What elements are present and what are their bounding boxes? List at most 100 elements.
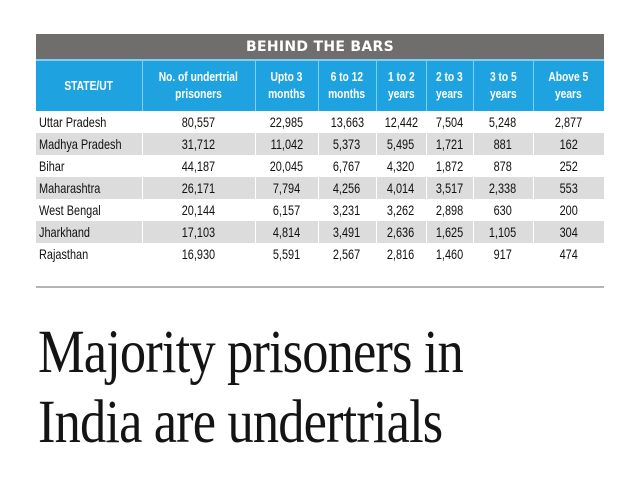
value-cell: 5,495 [375,133,426,155]
column-header-1-to-2-years: 1 to 2 years [375,59,426,111]
column-header-state: STATE/UT [36,59,142,111]
value-cell: 304 [532,221,604,243]
cell-value: 7,794 [272,180,301,196]
cell-value: 2,816 [387,246,415,262]
cell-value: 4,320 [387,158,415,174]
value-cell: 553 [532,177,604,199]
value-cell: 2,636 [375,221,426,243]
cell-value: 3,262 [387,202,415,218]
cell-value: 2,636 [387,224,415,240]
cell-value: 12,442 [384,114,418,130]
column-header-above-5-years: Above 5 years [532,59,604,111]
column-header-undertrial-prisoners: No. of undertrial prisoners [141,59,255,111]
cell-value: 3,491 [333,224,361,240]
value-cell: 4,256 [317,177,376,199]
headline-line-2: India are undertrials [38,389,443,456]
value-cell: 5,248 [472,111,533,133]
cell-value: 5,591 [272,246,301,262]
cell-value: 80,557 [181,114,216,130]
table-row: Maharashtra 26,171 7,794 4,256 4,014 3,517 2,3… [36,177,604,199]
headline: Majority prisoners in India are undertri… [38,318,618,458]
value-cell: 2,338 [472,177,533,199]
cell-value: 3,231 [333,202,361,218]
table-row: Madhya Pradesh 31,712 11,042 5,373 5,495 1,72… [36,133,604,155]
column-header-label: years [555,87,583,101]
cell-value: 6,767 [333,158,361,174]
cell-value: 13,663 [330,114,364,130]
value-cell: 80,557 [141,111,255,133]
value-cell: 4,814 [254,221,318,243]
cell-value: 2,898 [435,202,464,218]
table-row: Jharkhand 17,103 4,814 3,491 2,636 1,625 1,105… [36,221,604,243]
value-cell: 1,625 [425,221,473,243]
column-header-label: Above 5 [548,70,589,84]
value-cell: 1,460 [425,243,473,265]
value-cell: 2,898 [425,199,473,221]
cell-value: 917 [493,246,513,262]
state-name: Maharashtra [39,180,101,196]
cell-value: 1,872 [435,158,464,174]
table-header-row: STATE/UT No. of undertrial prisoners Upto… [36,59,604,111]
column-header-label: 1 to 2 [387,70,415,84]
cell-value: 252 [559,158,578,174]
value-cell: 6,157 [254,199,318,221]
column-header-label: 2 to 3 [436,70,463,84]
divider-rule [36,286,604,288]
cell-value: 162 [559,136,578,152]
headline-line-1: Majority prisoners in [38,319,464,386]
state-name: Jharkhand [39,224,91,240]
cell-value: 5,248 [489,114,517,130]
table-row: Rajasthan 16,930 5,591 2,567 2,816 1,460 917 47… [36,243,604,265]
value-cell: 1,105 [472,221,533,243]
undertrial-table: STATE/UT No. of undertrial prisoners Upto… [36,59,604,265]
value-cell: 2,816 [375,243,426,265]
value-cell: 4,014 [375,177,426,199]
value-cell: 26,171 [141,177,255,199]
state-name-cell: Bihar [36,155,142,177]
value-cell: 917 [472,243,533,265]
table-body: Uttar Pradesh 80,557 22,985 13,663 12,442 7,5… [36,111,604,265]
value-cell: 3,491 [317,221,376,243]
value-cell: 7,504 [425,111,473,133]
value-cell: 20,144 [141,199,255,221]
column-header-label: years [387,87,415,101]
value-cell: 474 [532,243,604,265]
value-cell: 17,103 [141,221,255,243]
column-header-label: STATE/UT [64,78,114,93]
cell-value: 474 [559,246,578,262]
cell-value: 3,517 [435,180,464,196]
cell-value: 6,157 [272,202,301,218]
state-name: Uttar Pradesh [39,114,107,130]
state-name-cell: Rajasthan [36,243,142,265]
behind-the-bars-table: BEHIND THE BARS STATE/UT No. of undertri… [36,34,604,265]
value-cell: 11,042 [254,133,318,155]
value-cell: 6,767 [317,155,376,177]
column-header-label: Upto 3 [270,70,303,84]
value-cell: 7,794 [254,177,318,199]
cell-value: 2,877 [555,114,583,130]
cell-value: 5,373 [333,136,361,152]
column-header-3-to-5-years: 3 to 5 years [472,59,533,111]
cell-value: 17,103 [181,224,216,240]
cell-value: 2,567 [333,246,361,262]
value-cell: 200 [532,199,604,221]
cell-value: 1,721 [435,136,464,152]
value-cell: 13,663 [317,111,376,133]
column-header-label: months [328,87,366,101]
state-name: Madhya Pradesh [39,136,122,152]
value-cell: 1,721 [425,133,473,155]
column-header-upto-3-months: Upto 3 months [254,59,318,111]
column-header-6-to-12-months: 6 to 12 months [317,59,376,111]
cell-value: 630 [493,202,513,218]
cell-value: 20,045 [269,158,304,174]
cell-value: 881 [493,136,513,152]
value-cell: 3,231 [317,199,376,221]
cell-value: 200 [559,202,578,218]
cell-value: 4,256 [333,180,361,196]
value-cell: 44,187 [141,155,255,177]
cell-value: 4,014 [387,180,415,196]
table-row: Bihar 44,187 20,045 6,767 4,320 1,872 878 252 [36,155,604,177]
value-cell: 2,877 [532,111,604,133]
value-cell: 3,517 [425,177,473,199]
value-cell: 252 [532,155,604,177]
